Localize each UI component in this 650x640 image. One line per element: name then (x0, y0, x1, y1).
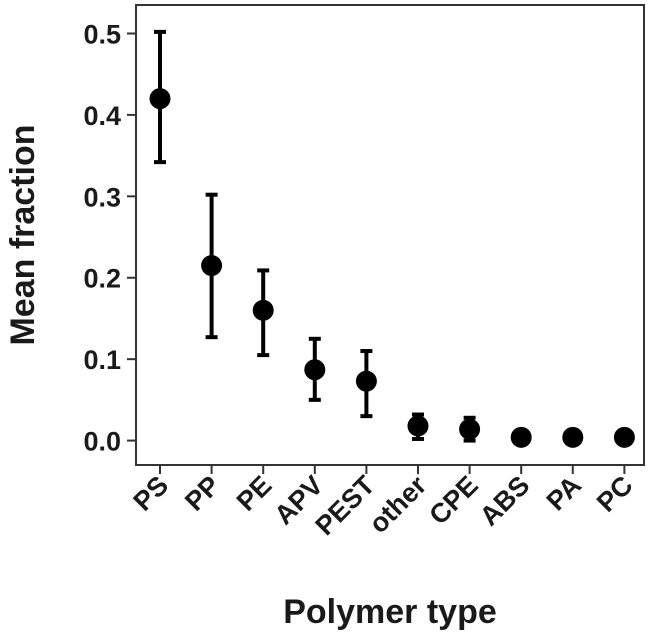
x-tick-label: PS (128, 470, 175, 517)
data-point (304, 359, 326, 381)
y-tick-label: 0.1 (83, 345, 121, 375)
x-tick-label: PP (179, 470, 226, 517)
x-tick-label: PA (541, 470, 587, 516)
data-point (510, 426, 532, 448)
plot-panel (135, 4, 645, 466)
y-tick-label: 0.0 (83, 427, 121, 457)
data-point (407, 415, 429, 437)
x-axis-title: Polymer type (283, 593, 497, 631)
y-tick-label: 0.5 (83, 19, 121, 49)
y-tick-label: 0.3 (83, 182, 121, 212)
data-point (149, 88, 171, 110)
data-point (252, 299, 274, 321)
data-point (201, 255, 223, 277)
y-tick-label: 0.2 (83, 264, 121, 294)
x-tick-label: PC (591, 470, 639, 518)
y-axis-title: Mean fraction (4, 124, 42, 345)
data-point (613, 426, 635, 448)
data-point (459, 418, 481, 440)
x-tick-label: PEST (310, 470, 381, 541)
y-axis: 0.0 0.1 0.2 0.3 0.4 0.5 (83, 19, 136, 457)
x-tick-label: other (363, 470, 432, 539)
data-series (149, 29, 635, 448)
data-point (355, 370, 377, 392)
x-tick-label: CPE (423, 470, 483, 530)
data-point (562, 426, 584, 448)
y-tick-label: 0.4 (83, 101, 121, 131)
x-tick-label: ABS (474, 470, 536, 532)
